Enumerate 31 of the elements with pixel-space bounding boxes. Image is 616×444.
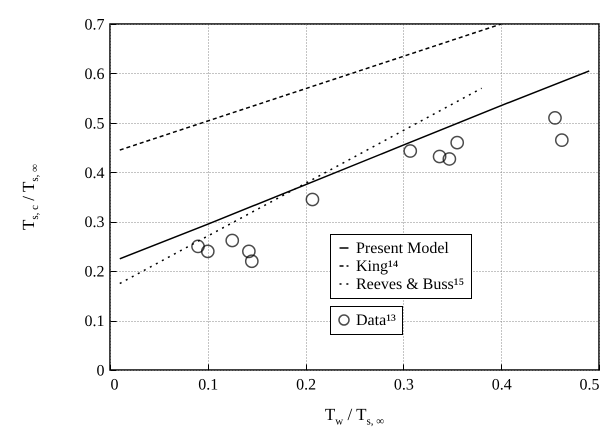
y-tick-label: 0.2 <box>84 264 104 281</box>
point <box>242 244 256 258</box>
x-tick-label: 0.1 <box>198 376 218 394</box>
x-tick-label: 0.4 <box>492 376 512 394</box>
x-tick-label: 0.5 <box>580 376 600 394</box>
x-tick-label: 0 <box>110 376 118 394</box>
legend-label: Reeves & Buss¹⁵ <box>356 276 464 293</box>
x-tick-label: 0.3 <box>394 376 414 394</box>
y-tick-label: 0.1 <box>84 313 104 330</box>
point <box>450 136 464 150</box>
y-tick-label: 0.4 <box>84 164 104 182</box>
point <box>554 133 569 148</box>
legend-label: Present Model <box>356 240 450 257</box>
x-tick-label: 0.2 <box>296 376 316 394</box>
y-tick-label: 0.3 <box>84 214 104 232</box>
y-tick-label: 0.5 <box>84 115 104 132</box>
y-tick-label: 0.6 <box>84 66 104 83</box>
point <box>442 152 456 166</box>
point <box>403 144 418 158</box>
x-axis-title: T$_{w}$ / T$_{s, ∞}$ <box>324 405 386 428</box>
point <box>244 254 259 268</box>
point <box>432 150 446 164</box>
point <box>191 240 205 254</box>
point <box>225 234 240 248</box>
point <box>200 244 215 258</box>
legend-label: King¹⁴ <box>356 258 399 275</box>
point <box>306 192 320 206</box>
legend-label: Data¹³ <box>356 312 396 329</box>
y-tick-label: 0 <box>96 362 104 380</box>
point <box>548 111 562 125</box>
y-tick-label: 0.7 <box>84 16 104 34</box>
